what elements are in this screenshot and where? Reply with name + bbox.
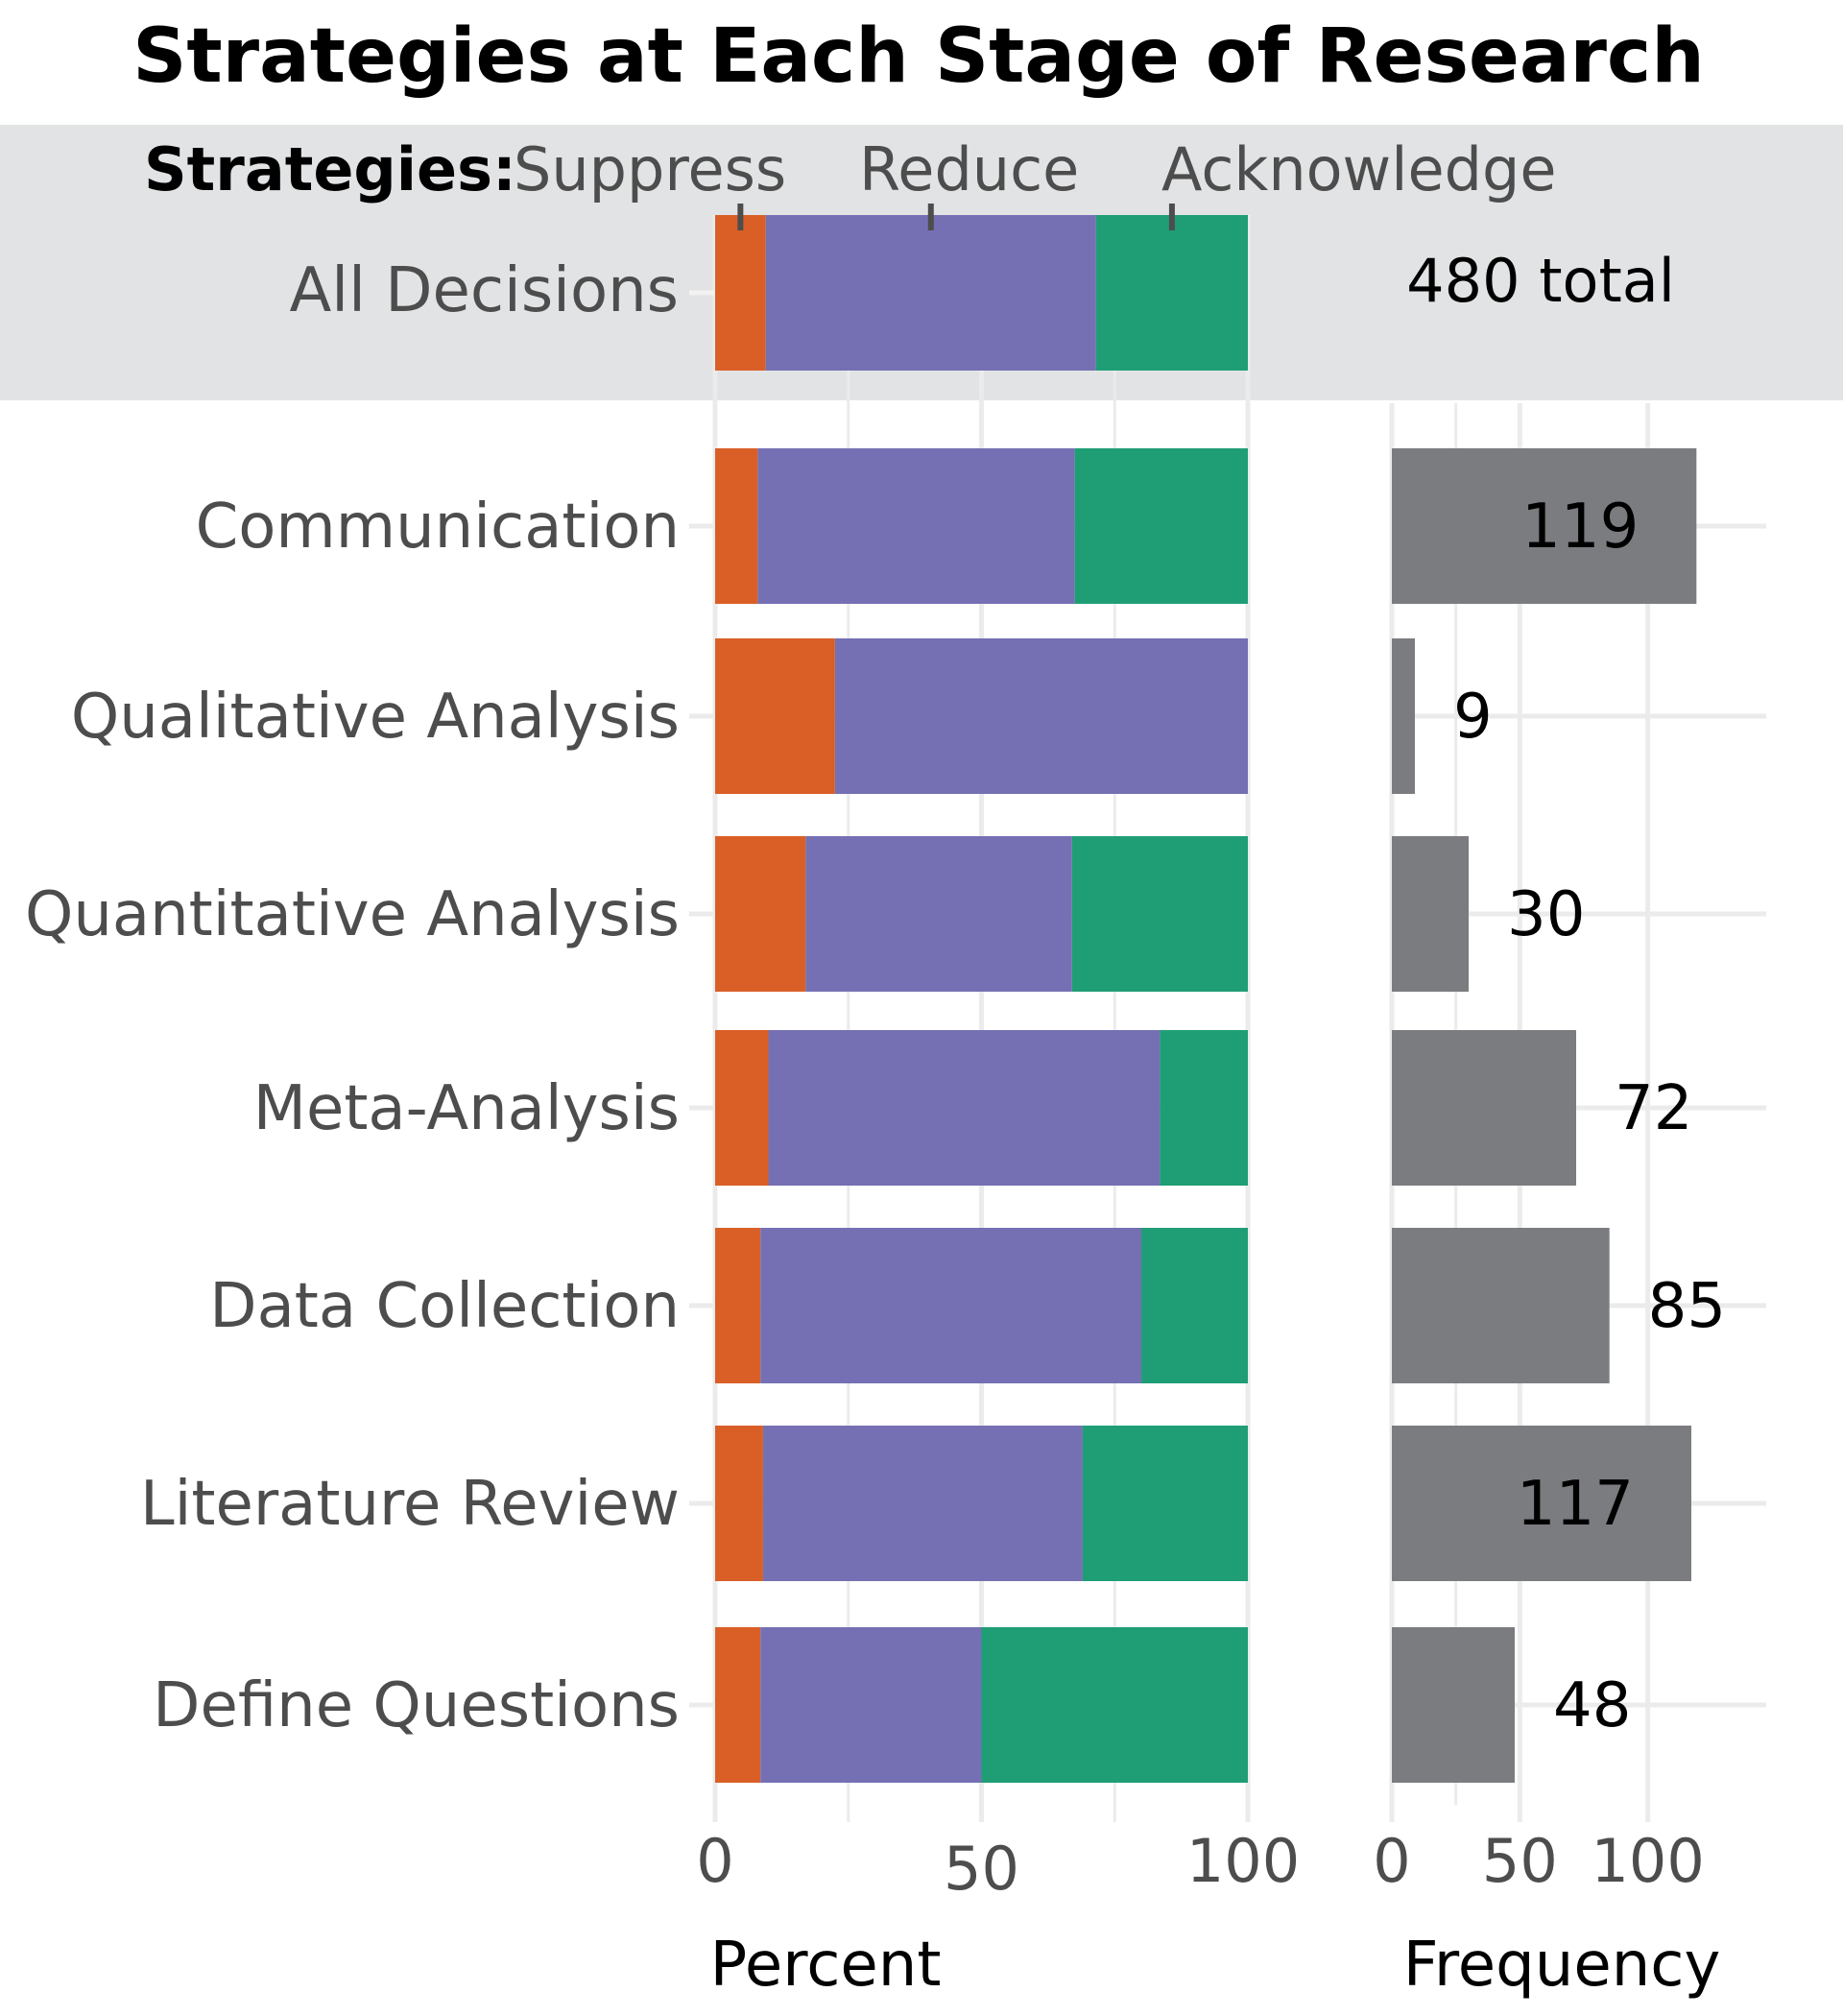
percent-bar-reduce: [760, 1228, 1141, 1383]
category-label: Literature Review: [140, 1469, 680, 1540]
percent-bar-acknowledge: [1141, 1228, 1248, 1383]
percent-axis-title: Percent: [710, 1930, 942, 2001]
category-label: Quantitative Analysis: [25, 879, 680, 950]
legend-item-suppress: Suppress: [514, 134, 786, 204]
frequency-value-label: 72: [1615, 1073, 1692, 1144]
frequency-axis-title: Frequency: [1403, 1930, 1721, 2001]
category-label: Data Collection: [209, 1271, 680, 1342]
labels: Communication 119 Qualitative Analysis 9 Qua…: [25, 492, 1726, 1904]
percent-bar-acknowledge: [1074, 448, 1248, 604]
percent-bar-suppress: [715, 836, 806, 992]
summary-bar-acknowledge: [1095, 215, 1248, 371]
summary-bar-reduce: [765, 215, 1096, 371]
legend-heading: Strategies:: [144, 134, 516, 204]
summary-category-label: All Decisions: [290, 255, 680, 326]
percent-bar-reduce: [757, 448, 1075, 604]
frequency-value-label: 48: [1553, 1670, 1631, 1741]
percent-tick-label: 0: [696, 1826, 733, 1896]
percent-bar-reduce: [805, 836, 1072, 992]
frequency-value-label: 85: [1648, 1271, 1726, 1342]
frequency-bar: [1392, 448, 1697, 604]
frequency-bar: [1392, 1627, 1515, 1783]
category-label: Qualitative Analysis: [71, 682, 680, 753]
category-label: Define Questions: [153, 1670, 680, 1741]
percent-bar-suppress: [715, 1030, 769, 1186]
legend-item-acknowledge: Acknowledge: [1161, 134, 1556, 204]
percent-bar-suppress: [715, 1228, 761, 1383]
category-label: Communication: [196, 492, 680, 563]
percent-bar-acknowledge: [1082, 1426, 1248, 1581]
percent-bar-suppress: [715, 1627, 761, 1783]
percent-bar-reduce: [768, 1030, 1161, 1186]
category-label: Meta-Analysis: [253, 1073, 680, 1144]
frequency-value-label: 9: [1453, 682, 1493, 753]
percent-bar-suppress: [715, 638, 835, 794]
frequency-bar: [1392, 638, 1415, 794]
frequency-bar: [1392, 836, 1469, 992]
frequency-value-label: 30: [1507, 879, 1585, 950]
percent-bar-acknowledge: [981, 1627, 1248, 1783]
percent-bar-reduce: [834, 638, 1248, 794]
percent-bar-suppress: [715, 448, 758, 604]
percent-bar-suppress: [715, 1426, 763, 1581]
percent-bar-acknowledge: [1071, 836, 1248, 992]
percent-bar-reduce: [760, 1627, 982, 1783]
percent-tick-label: 50: [944, 1834, 1019, 1904]
chart-title: Strategies at Each Stage of Research: [132, 13, 1705, 100]
frequency-tick-label: 0: [1373, 1826, 1410, 1896]
percent-tick-label: 100: [1186, 1826, 1300, 1896]
frequency-tick-label: 50: [1482, 1826, 1558, 1896]
summary-bar-suppress: [715, 215, 766, 371]
bars: [715, 204, 1697, 1783]
frequency-tick-label: 100: [1591, 1826, 1704, 1896]
frequency-bar: [1392, 1426, 1691, 1581]
percent-bar-acknowledge: [1160, 1030, 1248, 1186]
summary-total-label: 480 total: [1406, 246, 1675, 316]
frequency-bar: [1392, 1030, 1576, 1186]
frequency-value-label: 117: [1517, 1469, 1634, 1540]
legend-item-reduce: Reduce: [859, 134, 1079, 204]
percent-bar-reduce: [762, 1426, 1083, 1581]
frequency-value-label: 119: [1521, 492, 1639, 563]
frequency-bar: [1392, 1228, 1610, 1383]
